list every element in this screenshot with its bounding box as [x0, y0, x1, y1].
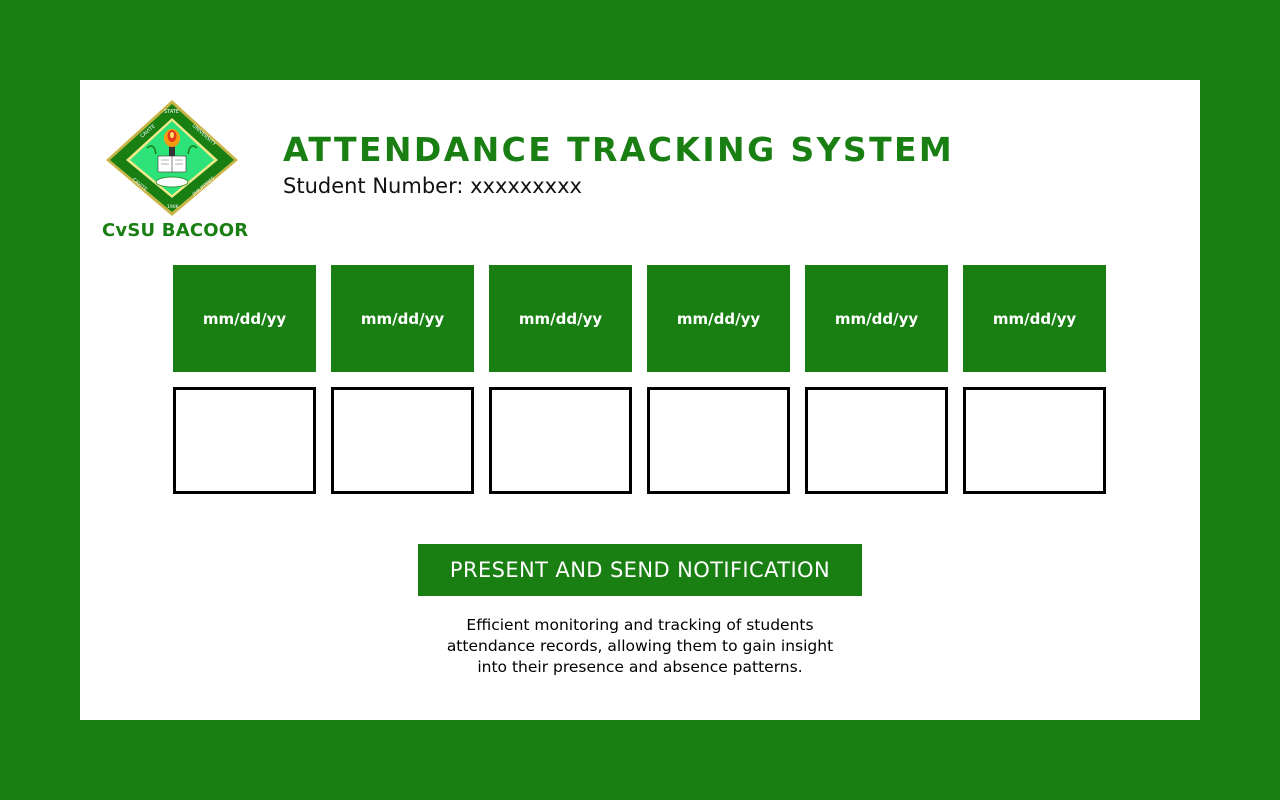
date-cell: mm/dd/yy [489, 265, 632, 372]
attendance-box[interactable] [173, 387, 316, 494]
date-cell: mm/dd/yy [647, 265, 790, 372]
description-line: into their presence and absence patterns… [477, 658, 803, 676]
student-number: Student Number: xxxxxxxxx [283, 174, 582, 198]
date-cell: mm/dd/yy [173, 265, 316, 372]
attendance-box[interactable] [963, 387, 1106, 494]
date-header-row: mm/dd/yy mm/dd/yy mm/dd/yy mm/dd/yy mm/d… [173, 265, 1106, 372]
cvsu-seal-icon: CAVITE STATE UNIVERSITY CAVITE 1906 PHIL… [106, 100, 238, 216]
svg-text:STATE: STATE [164, 109, 179, 115]
description: Efficient monitoring and tracking of stu… [400, 615, 880, 678]
svg-text:1906: 1906 [167, 204, 179, 210]
attendance-box[interactable] [331, 387, 474, 494]
attendance-box[interactable] [647, 387, 790, 494]
date-cell: mm/dd/yy [963, 265, 1106, 372]
main-card: CAVITE STATE UNIVERSITY CAVITE 1906 PHIL… [80, 80, 1200, 720]
attendance-box[interactable] [489, 387, 632, 494]
description-line: Efficient monitoring and tracking of stu… [466, 616, 814, 634]
attendance-box[interactable] [805, 387, 948, 494]
page-title: ATTENDANCE TRACKING SYSTEM [283, 130, 955, 169]
description-line: attendance records, allowing them to gai… [446, 637, 834, 655]
present-send-notification-button[interactable]: PRESENT AND SEND NOTIFICATION [418, 544, 862, 596]
date-cell: mm/dd/yy [805, 265, 948, 372]
date-cell: mm/dd/yy [331, 265, 474, 372]
logo: CAVITE STATE UNIVERSITY CAVITE 1906 PHIL… [102, 98, 249, 243]
logo-caption: CvSU BACOOR [102, 220, 249, 241]
attendance-box-row [173, 387, 1106, 494]
